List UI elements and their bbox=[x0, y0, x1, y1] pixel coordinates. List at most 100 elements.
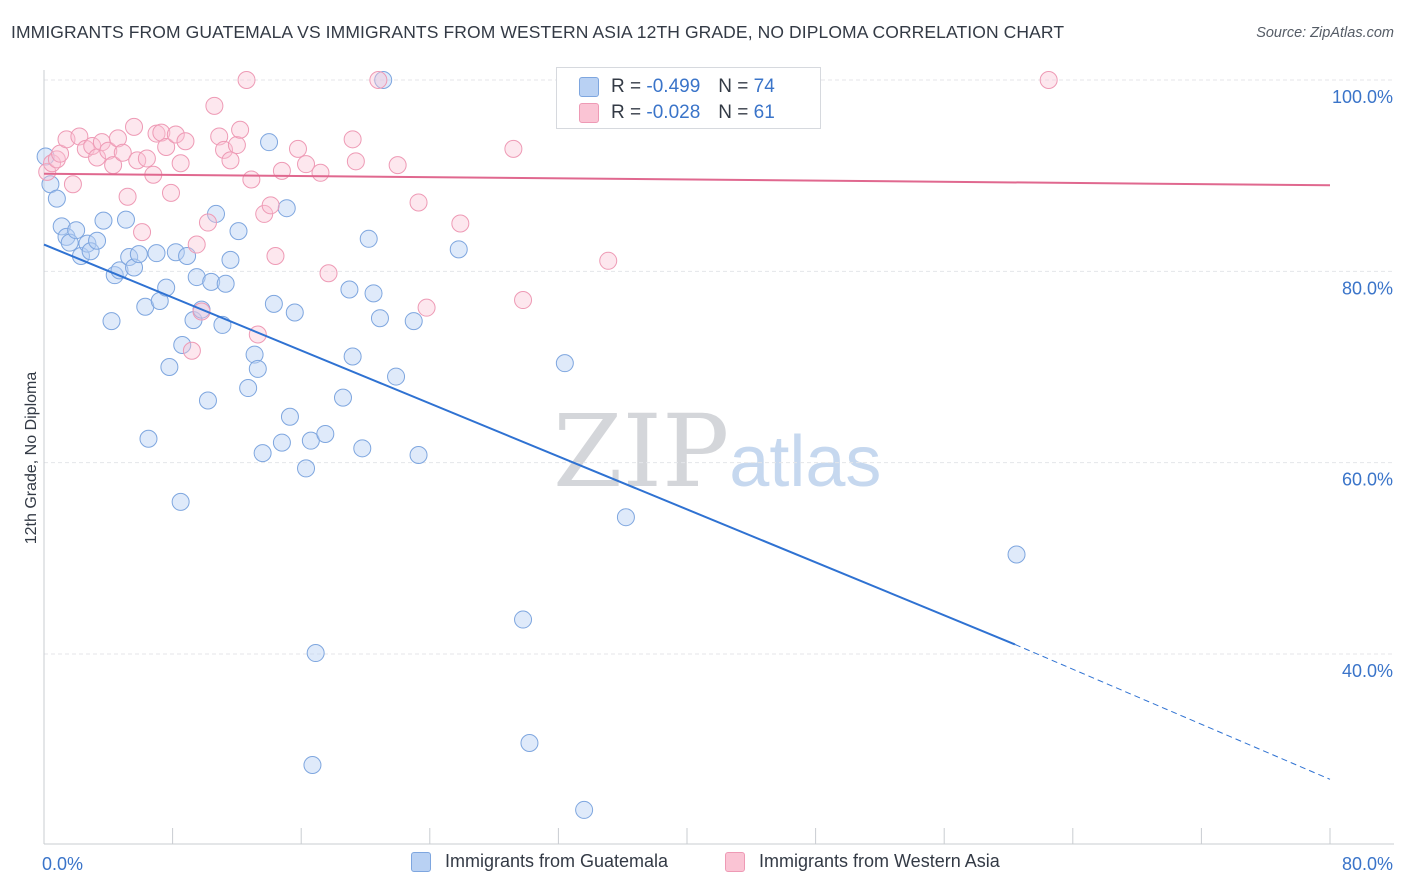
point-guatemala bbox=[1007, 545, 1026, 564]
point-guatemala bbox=[88, 231, 107, 250]
series-swatch-guatemala bbox=[411, 851, 431, 872]
source-credit: Source: ZipAtlas.com bbox=[1256, 25, 1394, 41]
point-guatemala bbox=[277, 199, 296, 218]
series-legend-guatemala: Immigrants from Guatemala bbox=[411, 851, 668, 872]
point-guatemala bbox=[147, 244, 166, 263]
point-guatemala bbox=[157, 278, 176, 297]
point-guatemala bbox=[47, 189, 66, 208]
legend-n-label: N = bbox=[718, 102, 749, 123]
point-guatemala bbox=[253, 444, 272, 463]
series-swatch-western-asia bbox=[725, 851, 745, 872]
point-guatemala bbox=[67, 221, 86, 240]
point-guatemala bbox=[36, 147, 55, 166]
point-western-asia bbox=[152, 123, 171, 142]
point-western-asia bbox=[210, 127, 229, 146]
legend-n-value: 74 bbox=[753, 76, 775, 97]
point-western-asia bbox=[63, 175, 82, 194]
point-western-asia bbox=[504, 139, 523, 158]
trend-line-guatemala-extrapolated bbox=[1014, 643, 1331, 780]
legend-n-label: N = bbox=[718, 76, 749, 97]
point-western-asia bbox=[451, 214, 470, 233]
point-western-asia bbox=[599, 251, 618, 270]
y-tick-label: 80.0% bbox=[1342, 278, 1393, 298]
y-axis-label: 12th Grade, No Diploma bbox=[23, 371, 40, 545]
point-western-asia bbox=[288, 139, 307, 158]
point-guatemala bbox=[333, 388, 352, 407]
x-tick-label: 80.0% bbox=[1342, 854, 1393, 874]
point-western-asia bbox=[171, 154, 190, 173]
point-guatemala bbox=[306, 644, 325, 663]
point-western-asia bbox=[221, 151, 240, 170]
point-western-asia bbox=[227, 136, 246, 155]
point-guatemala bbox=[260, 133, 279, 152]
x-tick-label: 0.0% bbox=[42, 854, 83, 874]
point-guatemala bbox=[248, 359, 267, 378]
series-name-guatemala: Immigrants from Guatemala bbox=[445, 851, 669, 871]
point-guatemala bbox=[160, 358, 179, 376]
legend-row-guatemala: R = -0.499 N = 74 bbox=[579, 74, 775, 100]
point-western-asia bbox=[346, 152, 365, 171]
point-guatemala bbox=[52, 217, 71, 236]
point-guatemala bbox=[340, 280, 359, 299]
legend-row-western-asia: R = -0.028 N = 61 bbox=[579, 100, 775, 126]
point-guatemala bbox=[575, 800, 594, 819]
point-guatemala bbox=[57, 227, 76, 246]
point-guatemala bbox=[343, 347, 362, 366]
point-guatemala bbox=[280, 407, 299, 426]
point-western-asia bbox=[319, 264, 338, 283]
point-guatemala bbox=[245, 345, 264, 364]
point-guatemala bbox=[216, 274, 235, 293]
point-western-asia bbox=[198, 213, 217, 232]
point-western-asia bbox=[1039, 71, 1058, 89]
point-western-asia bbox=[133, 223, 152, 242]
point-western-asia bbox=[205, 96, 224, 115]
point-western-asia bbox=[99, 141, 118, 160]
point-guatemala bbox=[264, 294, 283, 313]
point-western-asia bbox=[166, 125, 185, 144]
legend-r-value: -0.499 bbox=[646, 76, 701, 97]
point-western-asia bbox=[266, 247, 285, 266]
point-western-asia bbox=[388, 156, 407, 175]
point-guatemala bbox=[616, 508, 635, 527]
point-western-asia bbox=[38, 162, 57, 181]
point-western-asia bbox=[157, 137, 176, 156]
point-guatemala bbox=[359, 229, 378, 248]
legend-r-value: -0.028 bbox=[646, 102, 701, 123]
y-tick-label: 60.0% bbox=[1342, 470, 1393, 490]
point-guatemala bbox=[353, 439, 372, 458]
point-guatemala bbox=[129, 245, 148, 264]
point-guatemala bbox=[404, 312, 423, 331]
y-tick-label: 100.0% bbox=[1332, 87, 1393, 107]
point-guatemala bbox=[520, 733, 539, 752]
point-western-asia bbox=[231, 120, 250, 139]
point-guatemala bbox=[239, 379, 258, 398]
point-guatemala bbox=[272, 433, 291, 452]
point-guatemala bbox=[297, 459, 316, 478]
point-western-asia bbox=[409, 193, 428, 212]
point-western-asia bbox=[161, 183, 180, 202]
trend-lines bbox=[43, 172, 1331, 780]
point-guatemala bbox=[171, 492, 190, 511]
series-legend-western-asia: Immigrants from Western Asia bbox=[725, 851, 1000, 872]
legend-swatch-guatemala bbox=[579, 77, 599, 97]
point-guatemala bbox=[139, 429, 158, 448]
point-guatemala bbox=[198, 391, 217, 410]
legend-swatch-western-asia bbox=[579, 103, 599, 123]
legend-n-value: 61 bbox=[753, 102, 775, 123]
point-western-asia bbox=[343, 130, 362, 149]
legend-r-label: R = bbox=[611, 76, 642, 97]
point-western-asia bbox=[514, 291, 533, 310]
watermark-atlas: atlas bbox=[729, 422, 882, 502]
point-western-asia bbox=[237, 71, 256, 89]
point-western-asia bbox=[187, 235, 206, 254]
point-western-asia bbox=[311, 163, 330, 182]
point-western-asia bbox=[125, 117, 144, 136]
point-western-asia bbox=[113, 143, 132, 162]
point-guatemala bbox=[94, 211, 113, 230]
tick-labels: 100.0% 80.0% 60.0% 40.0% 0.0% 80.0% bbox=[42, 87, 1393, 874]
point-western-asia bbox=[417, 298, 436, 317]
point-guatemala bbox=[116, 210, 135, 229]
point-guatemala bbox=[374, 71, 393, 89]
point-guatemala bbox=[514, 610, 533, 629]
